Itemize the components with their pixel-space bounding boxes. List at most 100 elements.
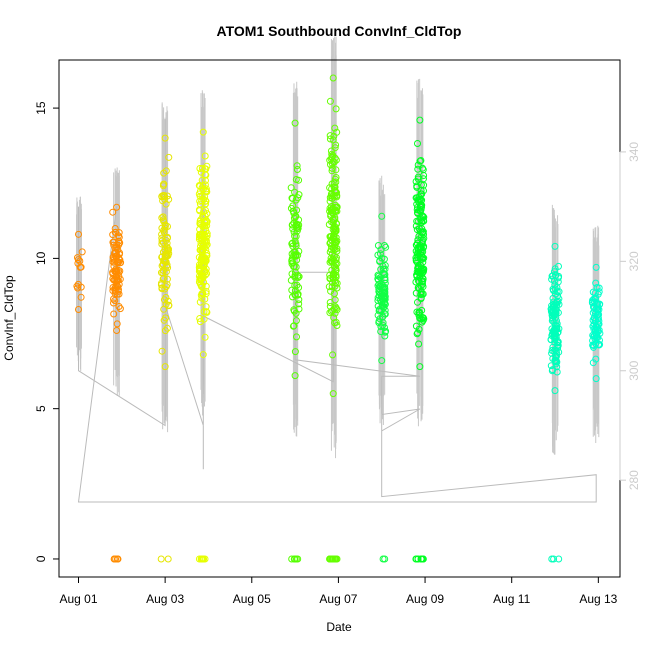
data-point bbox=[595, 288, 603, 296]
data-point bbox=[418, 255, 426, 263]
x-tick-label: Aug 01 bbox=[59, 592, 97, 606]
data-point bbox=[115, 258, 123, 266]
x-tick-label: Aug 07 bbox=[319, 592, 357, 606]
data-point bbox=[327, 147, 335, 155]
data-point bbox=[74, 305, 82, 313]
data-point bbox=[332, 234, 340, 242]
data-point bbox=[160, 305, 168, 313]
data-point bbox=[381, 328, 389, 336]
data-point bbox=[109, 208, 117, 216]
data-point bbox=[289, 259, 297, 267]
data-point bbox=[295, 273, 303, 281]
data-point bbox=[110, 258, 118, 266]
data-point bbox=[291, 287, 299, 295]
data-point bbox=[420, 175, 427, 183]
data-point bbox=[198, 164, 206, 172]
data-point bbox=[201, 152, 209, 160]
data-point-zero bbox=[550, 555, 558, 563]
data-point bbox=[202, 188, 210, 196]
data-point bbox=[329, 74, 337, 82]
y2-tick-label: 280 bbox=[627, 470, 641, 490]
data-point bbox=[109, 231, 117, 239]
data-point bbox=[551, 356, 559, 364]
data-point bbox=[413, 217, 421, 225]
data-point bbox=[417, 265, 425, 273]
data-point bbox=[416, 157, 424, 165]
y-tick-label: 0 bbox=[34, 555, 48, 562]
data-point-zero bbox=[417, 555, 425, 563]
data-point bbox=[113, 282, 121, 290]
data-point bbox=[163, 252, 171, 260]
data-point bbox=[333, 284, 341, 292]
data-point bbox=[332, 264, 340, 272]
data-point bbox=[331, 223, 339, 231]
data-point bbox=[330, 314, 338, 322]
data-point bbox=[158, 237, 166, 245]
data-point bbox=[198, 176, 206, 184]
data-point bbox=[294, 225, 301, 233]
data-point bbox=[77, 293, 85, 301]
data-point bbox=[198, 294, 206, 302]
data-point bbox=[163, 324, 171, 332]
data-point bbox=[327, 307, 335, 315]
data-point bbox=[328, 167, 336, 175]
data-point bbox=[160, 180, 167, 188]
data-point bbox=[291, 272, 299, 280]
x-axis-label: Date bbox=[326, 620, 352, 634]
data-point bbox=[382, 243, 390, 251]
data-point bbox=[589, 341, 597, 349]
data-point bbox=[419, 283, 427, 291]
data-point bbox=[164, 245, 172, 252]
data-point bbox=[196, 318, 204, 326]
data-point bbox=[196, 200, 204, 208]
data-point bbox=[551, 242, 559, 250]
data-point bbox=[379, 319, 387, 327]
data-point bbox=[113, 327, 121, 335]
data-point bbox=[291, 372, 299, 380]
data-point bbox=[202, 308, 210, 316]
data-point bbox=[202, 290, 210, 298]
data-point bbox=[161, 134, 169, 142]
data-point bbox=[553, 301, 561, 309]
data-point bbox=[331, 243, 339, 251]
data-point bbox=[291, 119, 299, 127]
data-point bbox=[325, 221, 333, 228]
data-point bbox=[160, 226, 168, 234]
data-point bbox=[330, 290, 338, 298]
data-point bbox=[553, 320, 561, 328]
data-point bbox=[420, 216, 427, 224]
data-point bbox=[196, 232, 204, 240]
data-point bbox=[552, 305, 560, 313]
data-point bbox=[417, 291, 425, 298]
data-point bbox=[418, 229, 426, 237]
data-point bbox=[417, 294, 425, 302]
data-point bbox=[203, 241, 211, 249]
data-point bbox=[287, 276, 295, 284]
data-point bbox=[201, 271, 209, 279]
data-point bbox=[113, 244, 121, 252]
data-point bbox=[161, 363, 169, 371]
data-point-zero bbox=[414, 555, 422, 563]
data-point bbox=[380, 265, 387, 273]
y-tick-label: 10 bbox=[34, 251, 48, 265]
data-point bbox=[196, 192, 204, 200]
data-point bbox=[420, 172, 428, 179]
data-point bbox=[331, 319, 339, 327]
data-point bbox=[332, 166, 340, 174]
x-tick-label: Aug 11 bbox=[493, 592, 530, 606]
data-point bbox=[115, 303, 123, 310]
data-point bbox=[116, 239, 124, 247]
data-point bbox=[115, 272, 123, 280]
data-point bbox=[326, 97, 334, 105]
data-point-zero bbox=[114, 555, 122, 563]
data-point bbox=[159, 257, 167, 265]
data-point bbox=[552, 360, 560, 368]
data-point bbox=[415, 340, 423, 348]
data-point bbox=[201, 333, 209, 341]
data-point bbox=[196, 207, 204, 215]
data-point-zero bbox=[326, 555, 334, 563]
data-point bbox=[416, 254, 424, 262]
data-point bbox=[116, 267, 124, 275]
data-point-zero bbox=[419, 555, 427, 563]
